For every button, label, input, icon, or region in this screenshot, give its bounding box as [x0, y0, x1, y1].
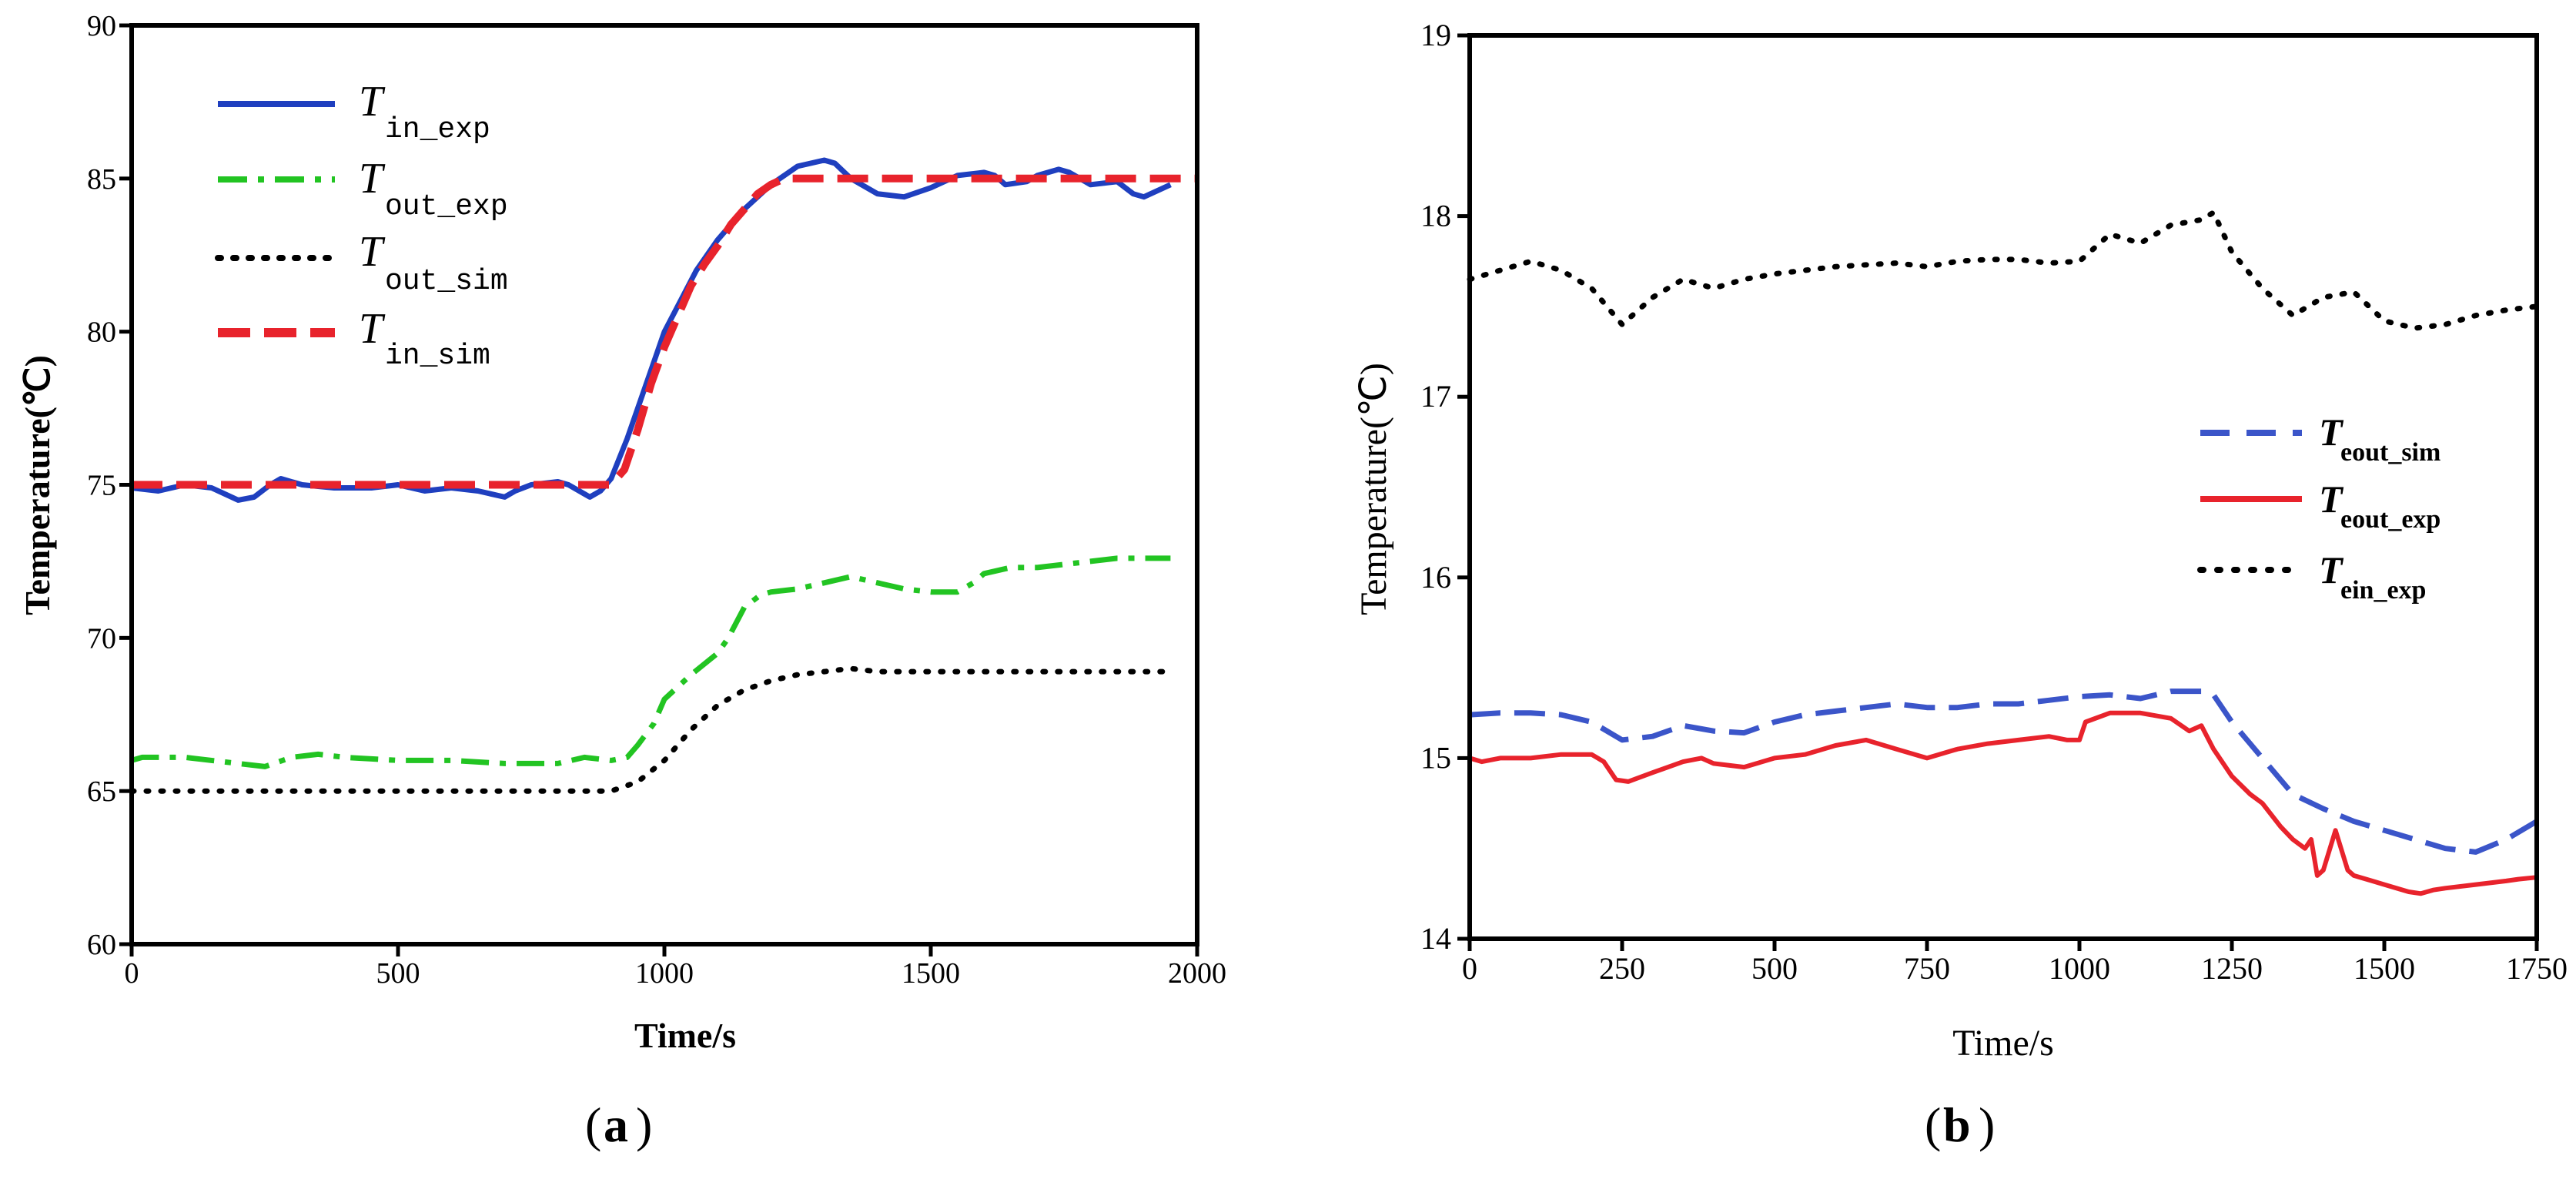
- legend-main-t-in-sim: T: [359, 305, 386, 353]
- legend-main-t-eout-exp: T: [2319, 477, 2344, 521]
- chart-a-x-tick-label: 2000: [1168, 957, 1226, 990]
- chart-a-x-tick-label: 500: [376, 957, 420, 990]
- legend-sub-t-eout-sim: eout_sim: [2340, 438, 2441, 467]
- legend-sub-t-out-sim: out_sim: [385, 265, 508, 298]
- chart-a-y-tick-label: 70: [87, 622, 116, 655]
- chart-b-series-layer: [1467, 209, 2540, 896]
- panel-label-b-open: (: [1925, 1097, 1941, 1152]
- chart-b-series-t-eout-sim: [1469, 688, 2538, 855]
- chart-b-x-axis-title: Time/s: [1952, 1023, 2054, 1064]
- chart-a: 0 500 1000 1500 2000 60 65 70 75 80 85 90 Time/s Te…: [18, 10, 1226, 1152]
- chart-b-series-t-ein-exp: [1467, 209, 2540, 331]
- legend-main-t-in-exp: T: [359, 78, 386, 126]
- chart-b-x-tick-label: 1000: [2049, 951, 2110, 986]
- legend-entry-t-out-sim: T out_sim: [215, 228, 508, 298]
- legend-entry-t-ein-exp: T ein_exp: [2197, 548, 2426, 605]
- chart-a-series-t-in-sim: [132, 174, 1197, 489]
- chart-b-x-tick-label: 1750: [2506, 951, 2568, 986]
- legend-sub-t-eout-exp: eout_exp: [2340, 505, 2441, 534]
- legend-main-t-ein-exp: T: [2319, 548, 2344, 591]
- chart-a-y-tick-label: 80: [87, 317, 116, 349]
- legend-main-t-eout-sim: T: [2319, 410, 2344, 454]
- panel-label-a-close: ): [636, 1097, 652, 1152]
- chart-b: 0 250 500 750 1000 1250 1500 1750 14 15 16 17 18 19 T…: [1353, 18, 2568, 1152]
- chart-b-x-tick-label: 0: [1462, 951, 1477, 986]
- legend-entry-t-eout-exp: T eout_exp: [2200, 477, 2441, 534]
- chart-a-series-t-out-exp: [131, 555, 1171, 769]
- legend-sub-t-in-exp: in_exp: [385, 113, 490, 146]
- legend-main-t-out-sim: T: [359, 228, 386, 276]
- chart-b-y-tick-label: 19: [1420, 18, 1451, 52]
- chart-b-x-tick-label: 500: [1751, 951, 1798, 986]
- chart-a-legend: T in_exp T out_exp T out_sim T in_sim: [215, 78, 508, 373]
- legend-entry-t-eout-sim: T eout_sim: [2200, 410, 2441, 467]
- chart-b-x-tick-label: 1250: [2201, 951, 2263, 986]
- legend-entry-t-out-exp: T out_exp: [218, 155, 508, 223]
- chart-b-y-tick-label: 14: [1420, 921, 1451, 956]
- panel-label-a: ( a ): [585, 1097, 652, 1152]
- chart-b-x-tick-label: 250: [1599, 951, 1645, 986]
- chart-b-y-axis-title: Temperature(℃): [1353, 363, 1394, 615]
- panel-label-b-close: ): [1979, 1097, 1995, 1152]
- chart-b-plot-frame: [1467, 33, 2539, 941]
- chart-a-y-tick-label: 90: [87, 10, 116, 42]
- legend-main-t-out-exp: T: [359, 155, 386, 203]
- chart-a-series-t-out-sim: [129, 665, 1173, 794]
- chart-a-series-layer: [129, 157, 1197, 794]
- chart-a-y-tick-label: 65: [87, 776, 116, 808]
- chart-a-y-axis-title: Temperature(℃): [18, 355, 57, 615]
- legend-entry-t-in-sim: T in_sim: [218, 305, 490, 373]
- legend-sub-t-in-sim: in_sim: [385, 340, 490, 373]
- chart-b-y-tick-label: 16: [1420, 560, 1451, 595]
- chart-b-x-tick-label: 1500: [2354, 951, 2415, 986]
- panel-label-a-letter: a: [604, 1097, 628, 1152]
- chart-b-series-t-eout-exp: [1469, 710, 2538, 896]
- panel-label-b-letter: b: [1943, 1097, 1971, 1152]
- chart-a-ticks: 0 500 1000 1500 2000 60 65 70 75 80 85 90: [87, 10, 1226, 990]
- chart-b-y-tick-label: 18: [1420, 199, 1451, 233]
- chart-b-y-tick-label: 17: [1420, 379, 1451, 414]
- chart-a-y-tick-label: 60: [87, 929, 116, 961]
- chart-a-x-tick-label: 0: [125, 957, 139, 990]
- legend-entry-t-in-exp: T in_exp: [218, 78, 490, 146]
- chart-b-y-tick-label: 15: [1420, 740, 1451, 775]
- chart-b-x-tick-label: 750: [1904, 951, 1950, 986]
- panel-label-a-open: (: [585, 1097, 601, 1152]
- chart-a-x-axis-title: Time/s: [634, 1016, 736, 1055]
- chart-b-legend: T eout_sim T eout_exp T ein_exp: [2197, 410, 2441, 605]
- legend-sub-t-ein-exp: ein_exp: [2340, 576, 2426, 605]
- legend-sub-t-out-exp: out_exp: [385, 190, 508, 223]
- chart-a-y-tick-label: 75: [87, 470, 116, 502]
- chart-a-x-tick-label: 1500: [902, 957, 960, 990]
- panel-label-b: ( b ): [1925, 1097, 1995, 1152]
- chart-a-x-tick-label: 1000: [635, 957, 694, 990]
- chart-a-y-tick-label: 85: [87, 163, 116, 196]
- chart-b-ticks: 0 250 500 750 1000 1250 1500 1750 14 15 16 17 18 19: [1420, 18, 2568, 986]
